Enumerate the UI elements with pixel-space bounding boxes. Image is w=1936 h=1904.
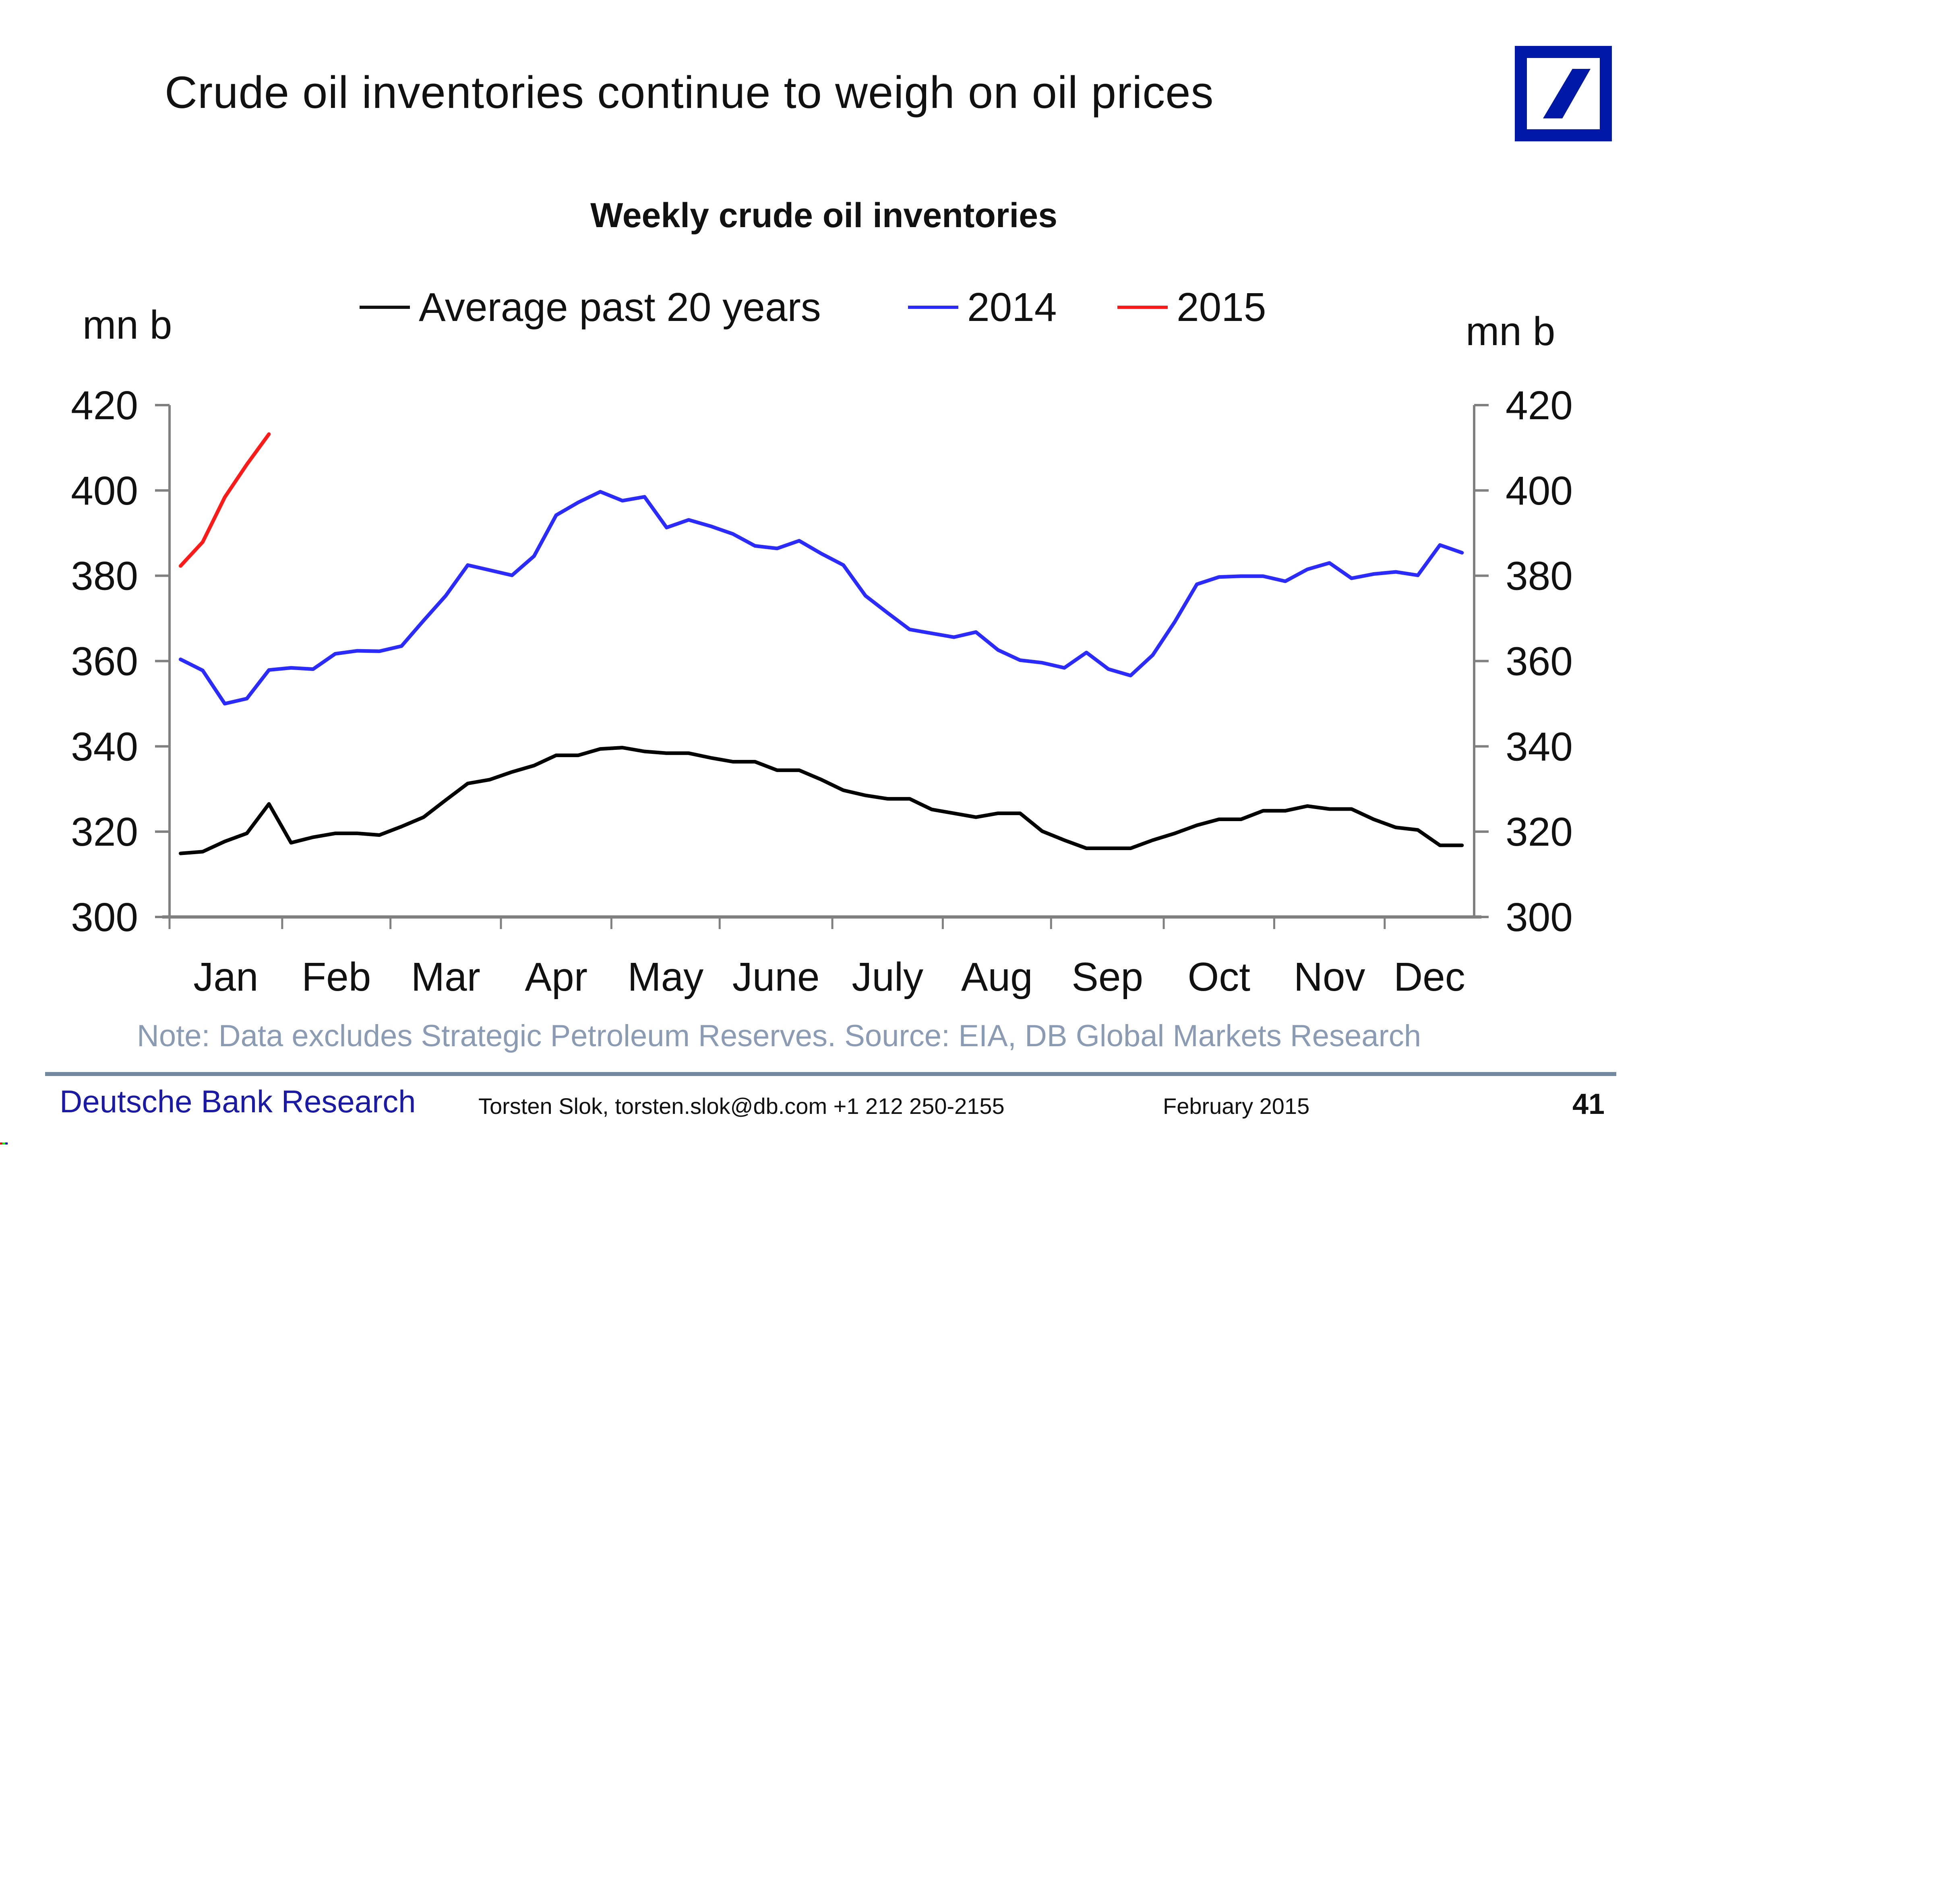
right-y-tick-label: 380 xyxy=(1506,554,1573,599)
x-month-label: May xyxy=(627,954,703,1000)
series-line-2015 xyxy=(178,432,271,568)
y-axis-unit-left: mn b xyxy=(83,302,172,348)
chart-title: Weekly crude oil inventories xyxy=(590,196,1057,235)
slide-title: Crude oil inventories continue to weigh … xyxy=(165,67,1214,118)
deutsche-bank-logo-icon xyxy=(1515,46,1612,141)
series-line-average-past-20-years xyxy=(178,746,1464,855)
source-note: Note: Data excludes Strategic Petroleum … xyxy=(137,1019,1421,1053)
series-line-2014 xyxy=(178,490,1464,706)
x-month-label: Aug xyxy=(961,954,1033,1000)
left-y-tick-label: 380 xyxy=(71,554,138,599)
series-lines xyxy=(178,432,1464,855)
x-month-label: Mar xyxy=(411,954,480,1000)
x-month-label: Sep xyxy=(1071,954,1143,1000)
legend-swatch-2015 xyxy=(1117,306,1168,309)
x-month-label: Jan xyxy=(193,954,258,1000)
legend-label-average: Average past 20 years xyxy=(419,284,821,330)
legend-swatch-average xyxy=(360,306,410,309)
right-y-tick-label: 300 xyxy=(1506,895,1573,940)
page-number: 41 xyxy=(1572,1088,1605,1120)
chart-plot: 300 300 320 320 340 340 360 360 380 380 400 400 420 4… xyxy=(71,383,1573,1000)
x-month-label: Oct xyxy=(1187,954,1250,1000)
legend-item-2015: 2015 xyxy=(1117,284,1266,330)
legend-label-2014: 2014 xyxy=(967,284,1057,330)
x-month-label: Apr xyxy=(525,954,587,1000)
x-month-label: July xyxy=(852,954,923,1000)
footer-date: February 2015 xyxy=(1163,1093,1310,1119)
left-y-tick-label: 420 xyxy=(71,383,138,428)
x-month-label: Nov xyxy=(1294,954,1365,1000)
right-y-tick-label: 360 xyxy=(1506,639,1573,684)
footer-contact: Torsten Slok, torsten.slok@db.com +1 212… xyxy=(478,1093,1005,1119)
left-y-tick-label: 320 xyxy=(71,809,138,855)
legend-item-2014: 2014 xyxy=(908,284,1057,330)
left-y-tick-label: 360 xyxy=(71,639,138,684)
right-y-tick-label: 340 xyxy=(1506,724,1573,769)
x-month-label: Dec xyxy=(1394,954,1465,1000)
left-y-tick-label: 400 xyxy=(71,468,138,513)
footer-brand: Deutsche Bank Research xyxy=(60,1084,416,1119)
pixel-artifact xyxy=(0,1142,8,1144)
legend-item-average: Average past 20 years xyxy=(360,284,821,330)
legend-label-2015: 2015 xyxy=(1177,284,1266,330)
x-month-label: Feb xyxy=(302,954,371,1000)
footer-divider xyxy=(45,1072,1616,1076)
right-y-tick-label: 320 xyxy=(1506,809,1573,855)
right-y-tick-label: 400 xyxy=(1506,468,1573,513)
axes: 300 300 320 320 340 340 360 360 380 380 400 400 420 4… xyxy=(71,383,1573,1000)
left-y-tick-label: 300 xyxy=(71,895,138,940)
x-month-label: June xyxy=(732,954,820,1000)
left-y-tick-label: 340 xyxy=(71,724,138,769)
right-y-tick-label: 420 xyxy=(1506,383,1573,428)
legend-swatch-2014 xyxy=(908,306,958,309)
y-axis-unit-right: mn b xyxy=(1466,309,1555,354)
